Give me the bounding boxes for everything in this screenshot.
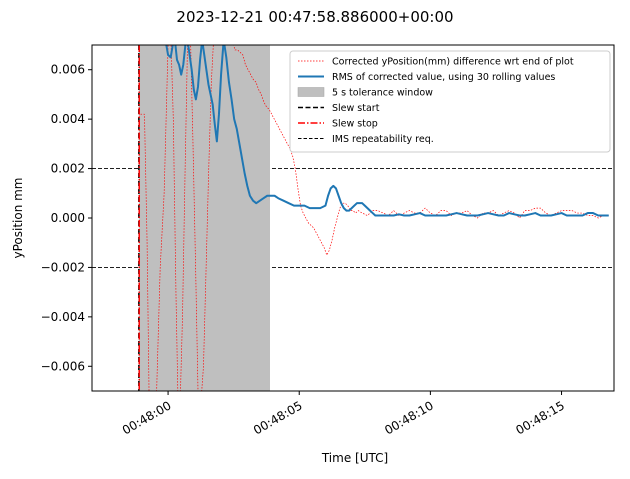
y-tick-label: 0.000	[51, 211, 85, 225]
chart-title: 2023-12-21 00:47:58.886000+00:00	[176, 8, 453, 26]
y-tick-label: −0.004	[41, 310, 85, 324]
y-tick-label: 0.006	[51, 63, 85, 77]
series-layer	[138, 45, 609, 391]
y-tick-label: 0.004	[51, 112, 85, 126]
y-axis: 0.006 0.004 0.002 0.000 −0.002 −0.004 −0.006	[41, 63, 92, 373]
y-tick-label: −0.002	[41, 260, 85, 274]
legend-box	[289, 50, 611, 153]
y-tick-label: 0.002	[51, 162, 85, 176]
x-tick-label: 00:48:10	[382, 398, 436, 437]
y-axis-label: yPosition mm	[11, 177, 25, 258]
legend-label: 5 s tolerance window	[332, 88, 433, 99]
legend-handle-patch	[297, 87, 325, 97]
legend-label: RMS of corrected value, using 30 rolling…	[332, 72, 555, 83]
legend-label: Slew start	[332, 103, 380, 114]
x-tick-label: 00:48:00	[120, 398, 174, 437]
corrected-yposition-line	[140, 45, 609, 391]
x-axis-label: Time [UTC]	[321, 451, 388, 465]
legend-label: IMS repeatability req.	[332, 134, 434, 145]
y-tick-label: −0.006	[41, 359, 85, 373]
rms-line	[165, 45, 609, 217]
x-tick-label: 00:48:05	[251, 398, 305, 437]
legend-label: Slew stop	[332, 119, 378, 130]
legend-label: Corrected yPosition(mm) difference wrt e…	[332, 57, 574, 68]
legend: Corrected yPosition(mm) difference wrt e…	[289, 50, 611, 153]
x-tick-label: 00:48:15	[513, 398, 567, 437]
x-axis: 00:48:00 00:48:05 00:48:10 00:48:15	[120, 391, 567, 437]
tolerance-window-band	[138, 45, 271, 391]
